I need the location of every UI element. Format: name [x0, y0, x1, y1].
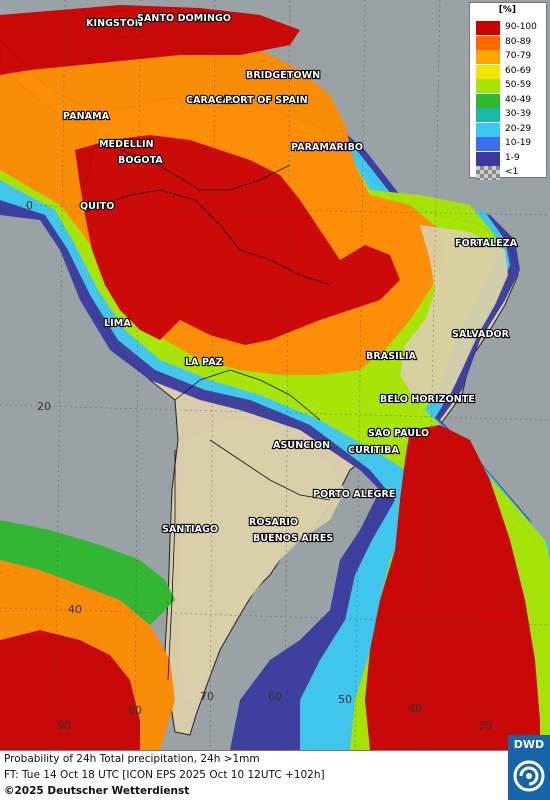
lat-label-40: 40	[68, 603, 82, 616]
lat-label-20: 20	[37, 400, 51, 413]
lon-label-40: 40	[408, 702, 422, 715]
lon-label-70: 70	[200, 690, 214, 703]
city-medellin: MEDELLIN	[99, 139, 154, 150]
city-la-paz: LA PAZ	[185, 357, 223, 368]
legend-row: 60-69	[476, 64, 546, 80]
legend-label: 10-19	[505, 138, 532, 148]
legend-swatch	[476, 35, 500, 50]
dwd-swirl-icon	[513, 760, 545, 792]
city-salvador: SALVADOR	[452, 329, 510, 340]
lon-label-50: 50	[338, 693, 352, 706]
city-panama: PANAMA	[63, 111, 110, 122]
legend-swatch	[476, 21, 500, 35]
city-kingston: KINGSTON	[86, 18, 143, 29]
legend-row: 1-9	[476, 151, 546, 167]
legend-swatch	[476, 122, 500, 137]
city-fortaleza: FORTALEZA	[455, 238, 518, 249]
legend-row: <1	[476, 166, 546, 181]
lon-label-60: 60	[268, 690, 282, 703]
legend-row: 90-100	[476, 21, 546, 36]
legend-label: <1	[505, 167, 519, 177]
city-lima: LIMA	[104, 318, 131, 329]
legend-label: 1-9	[505, 152, 520, 163]
lon-label-30: 30	[478, 719, 492, 732]
band-90-100-pacific	[0, 630, 140, 750]
precipitation-probability-map: 0 20 40 90 80 70 60 50 40 30 KINGSTON SA…	[0, 0, 550, 750]
city-bogota: BOGOTA	[118, 155, 163, 166]
legend-row: 40-49	[476, 93, 546, 109]
band-90-100-atlantic	[365, 425, 540, 750]
band-90-100-caribbean	[0, 5, 300, 75]
city-rosario: ROSARIO	[249, 517, 298, 528]
city-porto-alegre: PORTO ALEGRE	[313, 489, 396, 500]
footer: Probability of 24h Total precipitation, …	[0, 750, 508, 800]
city-curitiba: CURITIBA	[348, 445, 399, 456]
city-caracas: CARACAS	[186, 95, 237, 106]
city-asuncion: ASUNCION	[273, 440, 330, 451]
dry-land-south	[178, 420, 345, 705]
city-bridgetown: BRIDGETOWN	[246, 70, 320, 81]
dry-land-northeast	[400, 225, 508, 400]
legend-label: 60-69	[505, 65, 532, 76]
legend-row: 20-29	[476, 122, 546, 138]
legend-label: 70-79	[505, 51, 532, 61]
lat-label-0: 0	[26, 199, 33, 212]
dwd-logo-text: DWD	[513, 738, 545, 751]
legend: [%] 90-100 80-89 70-79 60-69 50-59 40-49 30-39…	[469, 2, 547, 181]
national-borders	[99, 149, 331, 681]
footer-forecast-time: FT: Tue 14 Oct 18 UTC [ICON EPS 2025 Oct…	[4, 769, 325, 781]
city-brasilia: BRASILIA	[366, 351, 417, 362]
legend-label: 30-39	[505, 109, 532, 119]
band-90-100-north	[75, 135, 400, 345]
legend-row: 80-89	[476, 35, 546, 51]
city-quito: QUITO	[80, 201, 114, 212]
band-40-69-south	[0, 520, 175, 625]
legend-row: 50-59	[476, 79, 546, 94]
footer-copyright: ©2025 Deutscher Wetterdienst	[4, 785, 190, 797]
legend-label: 90-100	[505, 22, 537, 32]
dwd-logo: DWD	[508, 735, 550, 800]
legend-label: 50-59	[505, 80, 532, 90]
legend-swatch	[476, 151, 500, 166]
lon-label-80: 80	[128, 704, 142, 717]
legend-swatch	[476, 137, 500, 151]
legend-label: 20-29	[505, 123, 532, 134]
city-paramaribo: PARAMARIBO	[291, 142, 363, 153]
legend-swatch	[476, 64, 500, 79]
legend-label: 40-49	[505, 94, 532, 105]
legend-row: 10-19	[476, 137, 546, 152]
band-70-89-south	[0, 560, 175, 750]
legend-swatch	[476, 93, 500, 108]
graticule	[0, 0, 550, 750]
legend-swatch	[476, 108, 500, 122]
city-sao-paulo: SAO PAULO	[368, 428, 429, 439]
legend-swatch	[476, 79, 500, 93]
city-buenos-aires: BUENOS AIRES	[253, 533, 333, 544]
city-santo-domingo: SANTO DOMINGO	[137, 13, 231, 24]
footer-product-title: Probability of 24h Total precipitation, …	[4, 753, 260, 765]
legend-label: 80-89	[505, 36, 532, 47]
legend-row: 30-39	[476, 108, 546, 123]
legend-unit: [%]	[498, 5, 516, 15]
city-port-of-spain: PORT OF SPAIN	[225, 95, 308, 106]
city-belo-horizonte: BELO HORIZONTE	[380, 394, 475, 405]
precipitation-field	[0, 5, 550, 750]
legend-swatch	[476, 50, 500, 64]
legend-swatch	[476, 166, 500, 180]
legend-row: 70-79	[476, 50, 546, 65]
lon-label-90: 90	[57, 719, 71, 732]
city-labels: KINGSTON SANTO DOMINGO BRIDGETOWN CARACA…	[62, 12, 519, 545]
city-santiago: SANTIAGO	[162, 524, 218, 535]
